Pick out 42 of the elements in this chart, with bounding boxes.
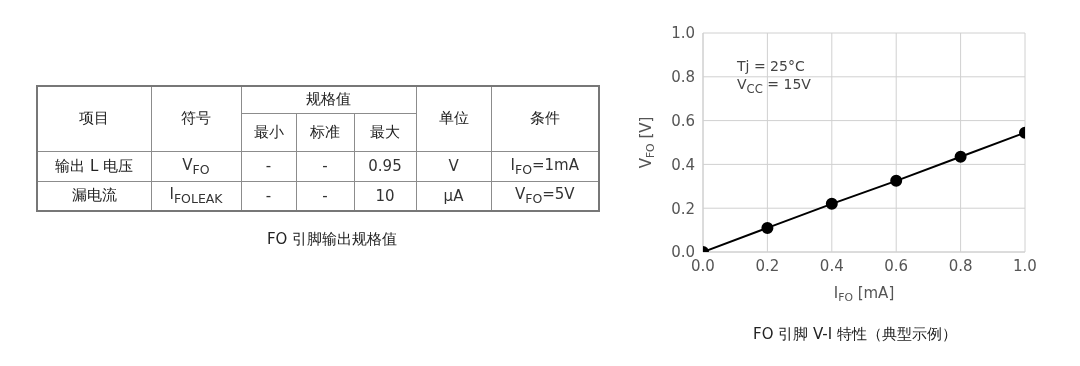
y-tick-label: 1.0	[671, 24, 695, 43]
text: V$_{FO}$=5V	[514, 185, 575, 207]
text: 符号	[181, 109, 211, 128]
y-tick-label: 0.2	[671, 199, 695, 218]
text: FO 引脚输出规格值	[266, 230, 398, 248]
point	[954, 150, 967, 163]
y-tick-label: 0.4	[671, 155, 695, 174]
x-tick-label: 0.8	[948, 256, 973, 275]
text: 最大	[370, 122, 400, 141]
x-tick-label: 0.0	[691, 256, 715, 275]
text: -	[322, 186, 328, 205]
text: 漏电流	[71, 186, 117, 205]
text: -	[265, 157, 272, 175]
text: V	[448, 157, 459, 175]
text: I$_{FO}$=1mA	[510, 155, 579, 177]
text: -	[265, 186, 272, 205]
x-tick-label: 0.6	[884, 256, 909, 275]
text: 项目	[79, 109, 110, 128]
text: -	[322, 157, 328, 175]
y-tick-label: 0.8	[671, 68, 695, 87]
text: 输出 L 电压	[55, 156, 134, 175]
text: 10	[375, 186, 395, 205]
x-axis-title: I$_{FO}$ [mA]	[833, 284, 895, 305]
text: 规格值	[306, 90, 351, 109]
point	[890, 174, 903, 187]
annotation: Tj = 25°C	[737, 58, 805, 74]
text: 0.95	[368, 157, 402, 175]
point	[761, 221, 774, 234]
x-tick-label: 0.2	[755, 256, 780, 275]
x-tick-label: 0.4	[819, 256, 844, 275]
text: V$_{FO}$	[182, 155, 210, 177]
text: FO 引脚 V-I 特性（典型示例）	[753, 325, 957, 343]
text: I$_{FOLEAK}$	[169, 185, 223, 207]
x-tick-label: 1.0	[1013, 256, 1037, 275]
annotation: V$_{CC}$ = 15V	[737, 76, 811, 96]
text: 单位	[438, 109, 469, 128]
text: 标准	[310, 122, 340, 141]
y-tick-label: 0.6	[671, 111, 695, 130]
text: 条件	[529, 109, 560, 128]
point	[825, 197, 838, 210]
text: 最小	[253, 122, 284, 141]
text: μA	[443, 186, 464, 205]
